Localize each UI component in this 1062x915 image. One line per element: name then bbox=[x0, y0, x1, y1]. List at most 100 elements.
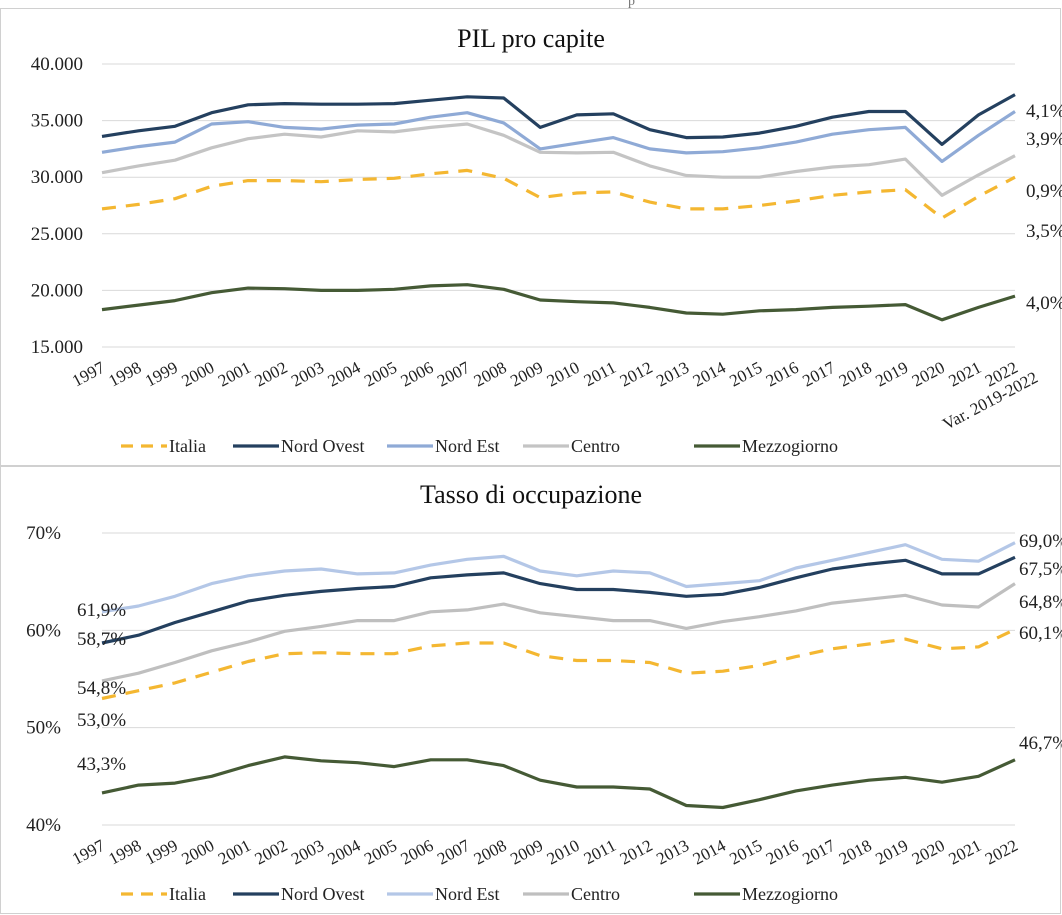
pil-legend-label-nord-ovest: Nord Ovest bbox=[281, 436, 365, 456]
pil-end-label-nord-ovest: 4,1% bbox=[1026, 101, 1062, 122]
pil-x-tick-label: 2019 bbox=[872, 358, 911, 391]
pil-x-tick-label: 2003 bbox=[288, 358, 327, 391]
pil-legend-label-mezzogiorno: Mezzogiorno bbox=[742, 436, 838, 456]
occ-x-tick-label: 2007 bbox=[434, 836, 473, 869]
occ-legend-label-mezzogiorno: Mezzogiorno bbox=[742, 884, 838, 904]
pil-pro-capite-panel: PIL pro capite 15.000 20.000 25.000 30.000 35… bbox=[0, 8, 1062, 466]
occ-end-label-italia: 60,1% bbox=[1019, 623, 1062, 644]
pil-pro-capite-chart: PIL pro capite 15.000 20.000 25.000 30.000 35… bbox=[31, 24, 1062, 456]
occ-legend: Italia Nord Ovest Nord Est Centro Mezzogiorn… bbox=[121, 884, 838, 904]
occ-x-tick-label: 2004 bbox=[325, 836, 364, 869]
pil-x-tick-label: 2010 bbox=[544, 358, 583, 391]
pil-legend-label-italia: Italia bbox=[169, 436, 206, 456]
pil-x-tick-label: 2021 bbox=[945, 358, 984, 391]
occ-x-tick-label: 1998 bbox=[105, 836, 144, 869]
occ-legend-label-centro: Centro bbox=[571, 884, 620, 904]
pil-legend-label-nord-est: Nord Est bbox=[435, 436, 500, 456]
pil-x-tick-label: 1998 bbox=[105, 358, 144, 391]
occ-end-label-mezzogiorno: 46,7% bbox=[1019, 733, 1062, 754]
pil-x-tick-label: 2018 bbox=[836, 358, 875, 391]
occ-x-tick-label: 1999 bbox=[142, 836, 181, 869]
pil-x-tick-label: 1999 bbox=[142, 358, 181, 391]
occ-y-tick-label: 50% bbox=[26, 718, 61, 739]
occ-x-tick-label: 2015 bbox=[726, 836, 765, 869]
cropped-text-fragment: p bbox=[628, 0, 635, 9]
pil-chart-title: PIL pro capite bbox=[457, 24, 605, 53]
pil-x-tick-label: 2011 bbox=[581, 358, 619, 390]
occ-x-tick-label: 1997 bbox=[69, 836, 108, 869]
occ-series-line-centro bbox=[101, 582, 1016, 683]
occ-x-tick-label: 2016 bbox=[763, 836, 802, 869]
occ-end-label-nord-ovest: 67,5% bbox=[1019, 559, 1062, 580]
pil-end-label-mezzogiorno: 4,0% bbox=[1026, 293, 1062, 314]
occ-x-tick-label: 2006 bbox=[398, 836, 437, 869]
occ-start-label-italia: 53,0% bbox=[77, 710, 126, 731]
occ-series-line-mezzogiorno bbox=[101, 755, 1016, 810]
tasso-occupazione-chart: Tasso di occupazione 40% 50% 60% 70% 19971998… bbox=[26, 480, 1062, 904]
pil-x-tick-label: 2016 bbox=[763, 358, 802, 391]
occ-series-line-italia bbox=[101, 627, 1016, 701]
pil-series-line-centro bbox=[101, 122, 1016, 197]
tasso-occupazione-panel: Tasso di occupazione 40% 50% 60% 70% 1997 1998… bbox=[0, 466, 1062, 914]
pil-y-tick-label: 30.000 bbox=[31, 167, 83, 188]
occ-x-tick-label: 2008 bbox=[471, 836, 510, 869]
pil-x-tick-label: 2009 bbox=[507, 358, 546, 391]
occ-x-tick-label: 2018 bbox=[836, 836, 875, 869]
occ-x-tick-label: 2003 bbox=[288, 836, 327, 869]
pil-x-tick-label: 2001 bbox=[215, 358, 254, 391]
occ-x-tick-label: 2000 bbox=[178, 836, 217, 869]
pil-x-tick-label: 1997 bbox=[69, 358, 108, 391]
pil-series-line-italia bbox=[101, 168, 1016, 220]
occ-legend-label-nord-ovest: Nord Ovest bbox=[281, 884, 365, 904]
occ-series-line-nord-ovest bbox=[101, 555, 1016, 645]
pil-x-tick-label: 2000 bbox=[178, 358, 217, 391]
pil-x-tick-label: 2005 bbox=[361, 358, 400, 391]
occ-start-label-nord-ovest: 58,7% bbox=[77, 629, 126, 650]
occ-legend-label-italia: Italia bbox=[169, 884, 206, 904]
pil-series-line-nord-ovest bbox=[101, 93, 1016, 146]
occ-x-tick-label: 2001 bbox=[215, 836, 254, 869]
occ-x-tick-label: 2021 bbox=[945, 836, 984, 869]
occ-x-tick-label: 2013 bbox=[653, 836, 692, 869]
pil-y-tick-label: 25.000 bbox=[31, 224, 83, 245]
pil-x-tick-label: 2006 bbox=[398, 358, 437, 391]
occ-x-tick-label: 2022 bbox=[982, 836, 1021, 869]
pil-x-tick-label: 2014 bbox=[690, 358, 729, 391]
occ-end-label-centro: 64,8% bbox=[1019, 592, 1062, 613]
pil-x-tick-label: 2015 bbox=[726, 358, 765, 391]
pil-end-label-italia: 3,5% bbox=[1026, 221, 1062, 242]
pil-y-tick-label: 20.000 bbox=[31, 280, 83, 301]
pil-series-line-mezzogiorno bbox=[101, 283, 1016, 322]
occ-x-tick-label: 2010 bbox=[544, 836, 583, 869]
occ-y-tick-label: 70% bbox=[26, 523, 61, 544]
occ-legend-label-nord-est: Nord Est bbox=[435, 884, 500, 904]
occ-y-tick-label: 60% bbox=[26, 620, 61, 641]
occ-y-tick-label: 40% bbox=[26, 815, 61, 836]
occ-x-tick-label: 2017 bbox=[799, 836, 838, 869]
pil-end-label-centro: 0,9% bbox=[1026, 181, 1062, 202]
occ-chart-title: Tasso di occupazione bbox=[420, 480, 642, 509]
occ-end-label-nord-est: 69,0% bbox=[1019, 531, 1062, 552]
pil-x-tick-label: 2020 bbox=[909, 358, 948, 391]
occ-x-tick-label: 2012 bbox=[617, 836, 656, 869]
pil-end-label-nord-est: 3,9% bbox=[1026, 129, 1062, 150]
pil-x-tick-label: 2008 bbox=[471, 358, 510, 391]
occ-start-label-mezzogiorno: 43,3% bbox=[77, 754, 126, 775]
occ-x-tick-label: 2002 bbox=[252, 836, 291, 869]
pil-x-tick-label: 2012 bbox=[617, 358, 656, 391]
occ-x-tick-label: 2014 bbox=[690, 836, 729, 869]
pil-x-tick-label: 2017 bbox=[799, 358, 838, 391]
pil-y-tick-label: 15.000 bbox=[31, 337, 83, 358]
pil-y-tick-label: 35.000 bbox=[31, 111, 83, 132]
pil-y-tick-label: 40.000 bbox=[31, 54, 83, 75]
occ-series-line-nord-est bbox=[101, 541, 1016, 614]
occ-x-tick-label: 2009 bbox=[507, 836, 546, 869]
occ-x-tick-label: 2011 bbox=[581, 836, 619, 868]
pil-x-tick-label: 2002 bbox=[252, 358, 291, 391]
pil-legend-label-centro: Centro bbox=[571, 436, 620, 456]
pil-x-tick-label: 2013 bbox=[653, 358, 692, 391]
pil-series-line-nord-est bbox=[101, 110, 1016, 163]
occ-start-label-nord-est: 61,9% bbox=[77, 600, 126, 621]
occ-x-tick-label: 2019 bbox=[872, 836, 911, 869]
pil-legend: Italia Nord Ovest Nord Est Centro Mezzogiorn… bbox=[121, 436, 838, 456]
